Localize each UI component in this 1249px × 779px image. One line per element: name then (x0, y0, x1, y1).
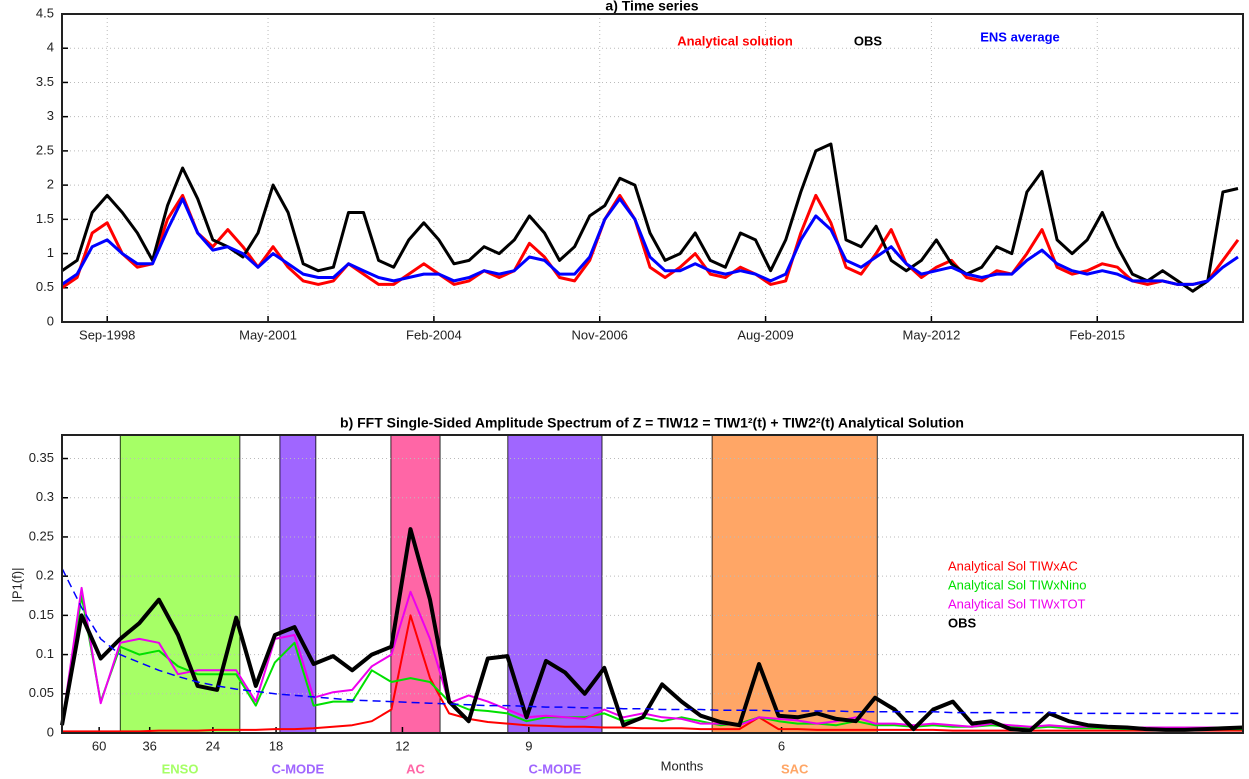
x-tick-label: Sep-1998 (79, 327, 135, 342)
legend-label: Analytical Sol TIWxTOT (948, 596, 1086, 611)
series-line (62, 614, 1243, 733)
x-tick-label: Feb-2015 (1069, 327, 1125, 342)
band-label: AC (406, 761, 425, 776)
x-tick-label: 60 (92, 738, 106, 753)
plot-area (62, 14, 1243, 322)
y-tick-label: 4 (47, 40, 54, 55)
y-tick-label: 3 (47, 108, 54, 123)
x-tick-label: 18 (269, 738, 283, 753)
y-tick-label: 0.1 (36, 646, 54, 661)
x-tick-label: May-2012 (903, 327, 961, 342)
x-tick-label: May-2001 (239, 327, 297, 342)
legend-label: Analytical Sol TIWxNino (948, 577, 1086, 592)
y-tick-label: 0.3 (36, 489, 54, 504)
legend-label: ENS average (980, 29, 1060, 44)
x-tick-label: 36 (142, 738, 156, 753)
band-label: SAC (781, 761, 809, 776)
y-axis-label: |P1(f)| (9, 568, 24, 603)
x-axis-label: Months (661, 758, 704, 773)
y-tick-label: 0.05 (29, 685, 54, 700)
y-tick-label: 0 (47, 313, 54, 328)
plot-frame (61, 434, 1244, 734)
legend-label: Analytical solution (677, 33, 793, 48)
band (507, 434, 603, 734)
x-tick-label: 12 (395, 738, 409, 753)
legend-label: OBS (948, 615, 977, 630)
x-tick-label: Feb-2004 (406, 327, 462, 342)
y-tick-label: 2.5 (36, 142, 54, 157)
band (119, 434, 241, 734)
x-tick-label: 9 (525, 738, 532, 753)
y-tick-label: 1.5 (36, 211, 54, 226)
y-tick-label: 0 (47, 724, 54, 739)
band-label: ENSO (162, 761, 199, 776)
x-tick-label: 6 (778, 738, 785, 753)
band-label: C-MODE (529, 761, 582, 776)
band (711, 434, 878, 734)
x-tick-label: Aug-2009 (737, 327, 793, 342)
series-line (61, 197, 1239, 286)
chart-title: a) Time series (605, 0, 698, 14)
y-tick-label: 3.5 (36, 74, 54, 89)
series-line (61, 567, 1243, 715)
series-line (60, 527, 1244, 733)
band-label: C-MODE (272, 761, 325, 776)
legend-label: Analytical Sol TIWxAC (948, 558, 1078, 573)
legend-label: OBS (854, 33, 883, 48)
y-tick-label: 0.2 (36, 568, 54, 583)
y-tick-label: 0.35 (29, 450, 54, 465)
x-tick-label: Nov-2006 (572, 327, 628, 342)
plot-frame (61, 13, 1244, 323)
x-tick-label: 24 (206, 738, 220, 753)
y-tick-label: 2 (47, 177, 54, 192)
band (390, 434, 441, 734)
y-tick-label: 0.5 (36, 279, 54, 294)
series-line (61, 594, 1243, 731)
y-tick-label: 1 (47, 245, 54, 260)
y-tick-label: 0.25 (29, 528, 54, 543)
chart-title: b) FFT Single-Sided Amplitude Spectrum o… (340, 415, 964, 431)
series-line (61, 142, 1239, 293)
y-tick-label: 4.5 (36, 5, 54, 20)
y-tick-label: 0.15 (29, 607, 54, 622)
